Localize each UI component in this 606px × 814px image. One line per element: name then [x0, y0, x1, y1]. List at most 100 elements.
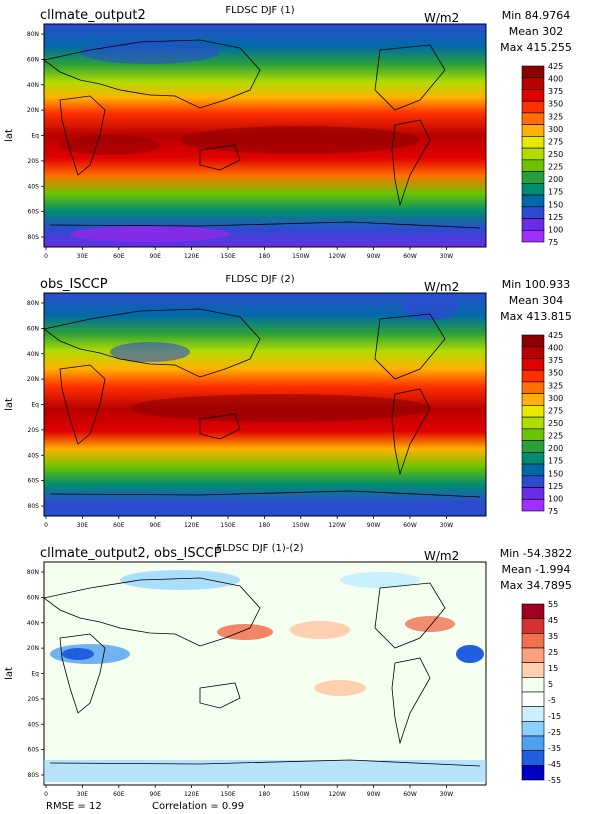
lon-tick-label: 60E — [113, 253, 125, 260]
colorbar-swatch — [521, 369, 545, 383]
colorbar-label: 100 — [548, 225, 563, 234]
map-1-field — [70, 226, 230, 242]
lat-tick-label: Eq — [31, 402, 39, 409]
colorbar-swatch — [521, 89, 545, 102]
colorbar-label: 45 — [548, 616, 558, 625]
lat-tick-label: 80N — [27, 569, 39, 576]
colorbar-label: -15 — [548, 712, 561, 721]
lat-tick-label: 40S — [28, 452, 40, 459]
colorbar-swatch — [521, 603, 545, 619]
case-name: cllmate_output2 — [40, 8, 146, 23]
lon-tick-label: 120W — [329, 522, 346, 529]
colorbar-swatch — [521, 194, 545, 208]
colorbar-label: 300 — [548, 394, 563, 403]
colorbar-swatch — [521, 358, 545, 371]
colorbar-label: 250 — [548, 419, 563, 428]
subtitle: FLDSC DJF (2) — [225, 274, 294, 285]
coastlines-2 — [43, 308, 481, 498]
lon-tick-label: 90E — [149, 253, 161, 260]
lon-tick-label: 0 — [44, 253, 48, 260]
map-3-field — [43, 561, 487, 786]
stat-line: Max 415.255 — [500, 41, 572, 54]
stat-line: Min 84.9764 — [502, 9, 571, 22]
colorbar-label: 175 — [548, 457, 563, 466]
colorbar-label: 200 — [548, 444, 563, 453]
colorbar-swatch — [521, 100, 545, 114]
colorbar-swatch — [521, 183, 545, 196]
stat-line: Mean -1.994 — [502, 563, 571, 576]
lat-tick-label: 40N — [27, 82, 39, 89]
lon-tick-label: 30W — [440, 791, 454, 798]
map-3-field — [290, 621, 350, 639]
lon-tick-label: 30W — [440, 253, 454, 260]
colorbar-swatch — [521, 452, 545, 465]
lat-tick-label: 40S — [28, 183, 40, 190]
lat-tick-label: 60S — [28, 209, 40, 216]
colorbar-label: 425 — [548, 331, 563, 340]
coastlines-1 — [43, 39, 481, 229]
subtitle: FLDSC DJF (1) — [225, 5, 294, 16]
colorbar-label: 225 — [548, 432, 563, 441]
lon-tick-label: 150E — [220, 253, 235, 260]
panel-2 — [43, 292, 487, 517]
subtitle: FLDSC DJF (1)-(2) — [216, 543, 303, 554]
lon-tick-label: 90W — [367, 522, 381, 529]
map-3-field — [44, 760, 486, 782]
map-2-field — [130, 394, 430, 422]
lon-tick-label: 60E — [113, 522, 125, 529]
lon-tick-label: 30W — [440, 522, 454, 529]
lat-tick-label: Eq — [31, 133, 39, 140]
colorbar-label: 400 — [548, 344, 563, 353]
colorbar-swatch — [521, 691, 545, 707]
colorbar-swatch — [521, 475, 545, 488]
colorbar-label: 75 — [548, 238, 558, 247]
colorbar-swatch — [521, 706, 545, 722]
colorbar-label: 300 — [548, 125, 563, 134]
colorbar-label: 275 — [548, 406, 563, 415]
colorbar-label: -45 — [548, 760, 561, 769]
colorbar-label: -55 — [548, 776, 561, 785]
lat-tick-label: 20S — [28, 427, 40, 434]
colorbar-label: 150 — [548, 200, 563, 209]
map-2-field — [402, 296, 458, 320]
colorbar-swatch — [521, 206, 545, 219]
lat-tick-label: 80N — [27, 300, 39, 307]
colorbar-label: 400 — [548, 75, 563, 84]
lat-tick-label: 60S — [28, 478, 40, 485]
colorbar-swatch — [521, 346, 545, 359]
stat-line: Mean 304 — [509, 294, 563, 307]
y-axis-label: lat — [4, 398, 15, 411]
rmse-label: RMSE = 12 — [46, 801, 102, 812]
lon-tick-label: 90E — [149, 791, 161, 798]
colorbar-label: 225 — [548, 163, 563, 172]
colorbar-label: 5 — [548, 680, 553, 689]
colorbar-swatch — [521, 677, 545, 693]
colorbar-swatch — [521, 440, 545, 453]
lat-tick-label: 60N — [27, 325, 39, 332]
colorbar-swatch — [521, 171, 545, 184]
lon-tick-label: 60E — [113, 791, 125, 798]
colorbar-swatch — [521, 765, 545, 781]
colorbar-label: 150 — [548, 469, 563, 478]
lon-tick-label: 150W — [292, 522, 309, 529]
lon-tick-label: 90W — [367, 253, 381, 260]
colorbar-swatch — [521, 463, 545, 477]
colorbar-label: -35 — [548, 744, 561, 753]
lat-tick-label: 80S — [28, 772, 40, 779]
y-axis-label: lat — [4, 667, 15, 680]
lat-tick-label: 20N — [27, 645, 39, 652]
lat-tick-label: 40N — [27, 351, 39, 358]
map-3-field — [62, 648, 94, 660]
colorbar-swatch — [521, 498, 545, 512]
map-1-field — [180, 126, 420, 154]
colorbar-swatch — [521, 750, 545, 766]
lon-tick-label: 60W — [403, 791, 417, 798]
lon-tick-label: 0 — [44, 522, 48, 529]
lon-tick-label: 30E — [77, 522, 89, 529]
colorbar-swatch — [521, 393, 545, 406]
map-3-field — [405, 616, 455, 632]
map-3-field — [456, 645, 484, 663]
colorbar-swatch — [521, 147, 545, 161]
stat-line: Max 413.815 — [500, 310, 572, 323]
